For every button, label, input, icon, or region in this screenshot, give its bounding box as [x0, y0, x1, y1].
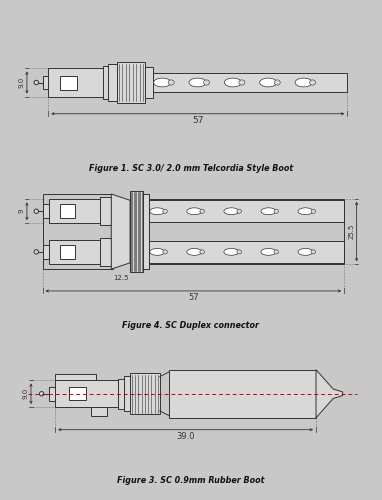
Text: 9: 9	[19, 209, 25, 214]
Bar	[153, 73, 347, 92]
Ellipse shape	[295, 78, 312, 87]
Bar	[100, 238, 111, 266]
Bar	[60, 76, 77, 90]
Ellipse shape	[261, 208, 276, 214]
Bar	[60, 204, 75, 218]
Ellipse shape	[237, 250, 241, 254]
Circle shape	[34, 209, 39, 214]
Ellipse shape	[200, 250, 204, 254]
Ellipse shape	[298, 208, 313, 214]
Bar	[91, 407, 107, 416]
Ellipse shape	[187, 248, 202, 256]
Ellipse shape	[204, 80, 210, 85]
Bar	[130, 374, 160, 414]
Ellipse shape	[189, 78, 206, 87]
Ellipse shape	[274, 80, 280, 85]
Ellipse shape	[260, 78, 277, 87]
Bar	[55, 374, 96, 380]
Bar	[125, 376, 130, 412]
Polygon shape	[316, 370, 343, 418]
Bar	[108, 64, 117, 102]
Bar	[118, 378, 125, 409]
Text: 9.0: 9.0	[19, 77, 25, 88]
Text: 39.0: 39.0	[176, 432, 195, 441]
Bar	[169, 370, 316, 418]
Ellipse shape	[200, 209, 204, 214]
Ellipse shape	[309, 80, 316, 85]
Bar	[104, 66, 117, 99]
Bar	[145, 67, 153, 98]
Ellipse shape	[163, 250, 167, 254]
Bar	[60, 245, 75, 259]
Bar	[130, 191, 142, 272]
Ellipse shape	[224, 208, 239, 214]
Ellipse shape	[311, 250, 316, 254]
Ellipse shape	[274, 209, 278, 214]
Ellipse shape	[261, 248, 276, 256]
Bar	[48, 68, 117, 96]
Text: 57: 57	[188, 293, 199, 302]
Ellipse shape	[187, 208, 202, 214]
Text: 9.0: 9.0	[23, 388, 29, 400]
Circle shape	[39, 392, 44, 396]
Ellipse shape	[168, 80, 174, 85]
Ellipse shape	[154, 78, 171, 87]
Bar	[42, 76, 48, 89]
Text: 25.5: 25.5	[348, 224, 354, 239]
Ellipse shape	[298, 248, 313, 256]
Ellipse shape	[224, 78, 241, 87]
Ellipse shape	[274, 250, 278, 254]
Ellipse shape	[239, 80, 245, 85]
Text: 12.5: 12.5	[113, 276, 128, 281]
Bar	[49, 200, 112, 223]
Bar	[44, 245, 49, 259]
Text: 57: 57	[192, 116, 204, 125]
Bar	[49, 240, 112, 264]
Circle shape	[34, 80, 39, 84]
Text: Figure 4. SC Duplex connector: Figure 4. SC Duplex connector	[123, 321, 259, 330]
Bar	[149, 200, 344, 222]
Bar	[117, 62, 145, 103]
Ellipse shape	[224, 248, 239, 256]
Text: Figure 1. SC 3.0/ 2.0 mm Telcordia Style Boot: Figure 1. SC 3.0/ 2.0 mm Telcordia Style…	[89, 164, 293, 173]
Circle shape	[34, 250, 39, 254]
Ellipse shape	[311, 209, 316, 214]
Polygon shape	[111, 194, 130, 269]
Bar	[44, 204, 49, 218]
Ellipse shape	[163, 209, 167, 214]
Bar	[49, 387, 55, 400]
Text: Figure 3. SC 0.9mm Rubber Boot: Figure 3. SC 0.9mm Rubber Boot	[117, 476, 265, 485]
Bar	[55, 380, 118, 407]
Bar	[42, 194, 113, 269]
Bar	[142, 194, 149, 269]
Ellipse shape	[150, 208, 165, 214]
Bar	[149, 241, 344, 263]
Bar	[100, 198, 111, 225]
Bar	[69, 388, 86, 400]
Bar	[149, 198, 344, 264]
Ellipse shape	[150, 248, 165, 256]
Ellipse shape	[237, 209, 241, 214]
